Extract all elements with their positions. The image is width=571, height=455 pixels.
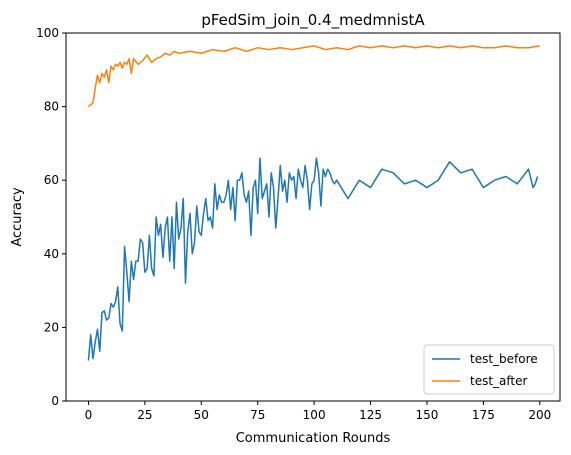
y-tick-label: 60: [44, 173, 59, 187]
y-tick-label: 40: [44, 247, 59, 261]
plot-area: [65, 32, 561, 402]
x-tick-label: 175: [472, 408, 495, 422]
y-tick-label: 0: [51, 394, 59, 408]
x-tick-label: 75: [250, 408, 265, 422]
x-tick-label: 0: [85, 408, 93, 422]
legend-label: test_before: [470, 352, 538, 366]
x-axis-label: Communication Rounds: [236, 431, 391, 446]
legend-label: test_after: [470, 374, 528, 388]
y-tick-label: 20: [44, 320, 59, 334]
plot-frame: [65, 32, 561, 402]
series-line-test-before: [87, 157, 539, 361]
x-tick-label: 25: [137, 408, 152, 422]
chart-title: pFedSim_join_0.4_medmnistA: [201, 11, 425, 30]
x-tick-label: 100: [303, 408, 326, 422]
y-tick-label: 100: [36, 26, 59, 40]
y-axis: 0 20 40 60 80 100: [36, 26, 66, 408]
series-line-test-after: [87, 45, 540, 108]
legend: test_before test_after: [423, 344, 555, 395]
y-axis-label: Accuracy: [10, 187, 25, 247]
y-tick-label: 80: [44, 100, 59, 114]
series-layer: [87, 45, 540, 361]
x-tick-label: 50: [194, 408, 209, 422]
x-axis: 0 25 50 75 100 125 150 175 200: [85, 401, 551, 422]
x-tick-label: 150: [416, 408, 439, 422]
x-tick-label: 200: [528, 408, 551, 422]
x-tick-label: 125: [359, 408, 382, 422]
